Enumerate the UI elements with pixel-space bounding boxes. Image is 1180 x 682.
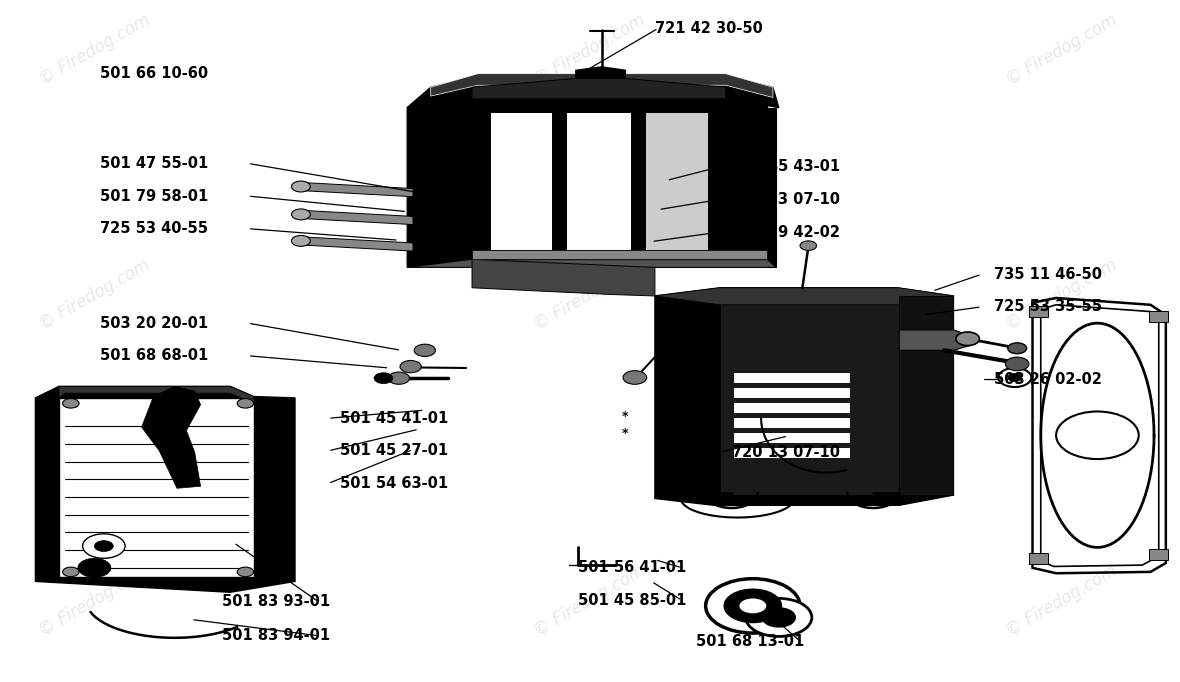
Circle shape	[400, 361, 421, 373]
Text: 501 45 27-01: 501 45 27-01	[340, 443, 448, 458]
Text: 720 13 07-10: 720 13 07-10	[732, 192, 840, 207]
Text: 501 68 68-01: 501 68 68-01	[100, 349, 209, 364]
Polygon shape	[301, 210, 413, 224]
Circle shape	[746, 598, 812, 636]
Circle shape	[800, 241, 817, 250]
Polygon shape	[734, 388, 850, 398]
Polygon shape	[301, 237, 413, 251]
Text: 501 45 43-01: 501 45 43-01	[732, 160, 840, 175]
Polygon shape	[301, 182, 413, 196]
Polygon shape	[490, 113, 552, 250]
Text: 501 83 93-01: 501 83 93-01	[222, 594, 330, 609]
Circle shape	[291, 235, 310, 246]
Text: © Firedog.com: © Firedog.com	[1003, 256, 1121, 333]
Polygon shape	[1029, 553, 1048, 564]
Polygon shape	[566, 113, 631, 250]
Text: © Firedog.com: © Firedog.com	[531, 11, 649, 89]
Text: 735 11 46-50: 735 11 46-50	[994, 267, 1102, 282]
Polygon shape	[1029, 306, 1048, 317]
Text: 720 13 07-10: 720 13 07-10	[732, 445, 840, 460]
Circle shape	[291, 181, 310, 192]
Text: © Firedog.com: © Firedog.com	[531, 256, 649, 333]
Circle shape	[1005, 357, 1029, 371]
Text: *: *	[622, 411, 629, 424]
Polygon shape	[142, 386, 201, 488]
Circle shape	[998, 368, 1031, 387]
Polygon shape	[59, 386, 254, 403]
Polygon shape	[472, 259, 655, 296]
Circle shape	[739, 597, 767, 614]
Polygon shape	[899, 330, 970, 351]
Text: 721 42 30-50: 721 42 30-50	[655, 20, 762, 35]
Polygon shape	[35, 386, 295, 592]
Polygon shape	[472, 99, 767, 259]
Text: 725 53 35-55: 725 53 35-55	[994, 299, 1102, 314]
Circle shape	[762, 608, 795, 627]
Circle shape	[706, 579, 800, 633]
Circle shape	[63, 567, 79, 577]
Text: 501 83 94-01: 501 83 94-01	[222, 628, 330, 643]
Polygon shape	[734, 403, 850, 413]
Circle shape	[78, 559, 111, 578]
Circle shape	[623, 371, 647, 384]
Circle shape	[63, 398, 79, 408]
Text: 501 66 10-60: 501 66 10-60	[100, 66, 209, 81]
Text: 501 47 55-01: 501 47 55-01	[100, 156, 209, 171]
Polygon shape	[734, 433, 850, 443]
Circle shape	[725, 589, 781, 622]
Text: 501 45 85-01: 501 45 85-01	[578, 593, 687, 608]
Circle shape	[291, 209, 310, 220]
Polygon shape	[734, 448, 850, 458]
Polygon shape	[472, 250, 767, 259]
Text: 501 45 41-01: 501 45 41-01	[340, 411, 448, 426]
Circle shape	[83, 534, 125, 559]
Polygon shape	[576, 67, 625, 84]
Text: 501 79 58-01: 501 79 58-01	[100, 188, 209, 203]
Polygon shape	[655, 288, 953, 305]
Text: 503 26 02-02: 503 26 02-02	[994, 372, 1101, 387]
Text: 501 54 63-01: 501 54 63-01	[340, 476, 448, 491]
Text: 501 59 42-02: 501 59 42-02	[732, 224, 840, 239]
Circle shape	[414, 344, 435, 357]
Text: 501 56 41-01: 501 56 41-01	[578, 561, 687, 576]
Text: *: *	[622, 428, 629, 441]
Polygon shape	[431, 74, 773, 98]
Polygon shape	[767, 108, 776, 267]
Polygon shape	[1149, 311, 1168, 322]
Polygon shape	[407, 76, 779, 108]
Text: 501 68 13-01: 501 68 13-01	[696, 634, 805, 649]
Circle shape	[388, 372, 409, 384]
Polygon shape	[899, 296, 953, 495]
Text: © Firedog.com: © Firedog.com	[1003, 561, 1121, 640]
Text: 503 20 20-01: 503 20 20-01	[100, 316, 209, 331]
Polygon shape	[472, 78, 726, 99]
Circle shape	[237, 398, 254, 408]
Polygon shape	[734, 374, 850, 383]
Text: © Firedog.com: © Firedog.com	[35, 256, 153, 333]
Polygon shape	[59, 398, 254, 577]
Text: © Firedog.com: © Firedog.com	[35, 11, 153, 89]
Text: © Firedog.com: © Firedog.com	[531, 561, 649, 640]
Polygon shape	[720, 296, 899, 495]
Circle shape	[1008, 374, 1022, 382]
Text: 725 53 40-55: 725 53 40-55	[100, 221, 209, 236]
Text: © Firedog.com: © Firedog.com	[35, 561, 153, 640]
Polygon shape	[734, 418, 850, 428]
Circle shape	[94, 541, 113, 552]
Polygon shape	[1149, 549, 1168, 560]
Text: © Firedog.com: © Firedog.com	[1003, 11, 1121, 89]
Circle shape	[237, 567, 254, 577]
Circle shape	[956, 332, 979, 346]
Circle shape	[374, 373, 393, 383]
Polygon shape	[655, 288, 953, 505]
Polygon shape	[407, 99, 472, 267]
Polygon shape	[407, 259, 776, 267]
Polygon shape	[645, 113, 708, 250]
Circle shape	[1008, 343, 1027, 354]
